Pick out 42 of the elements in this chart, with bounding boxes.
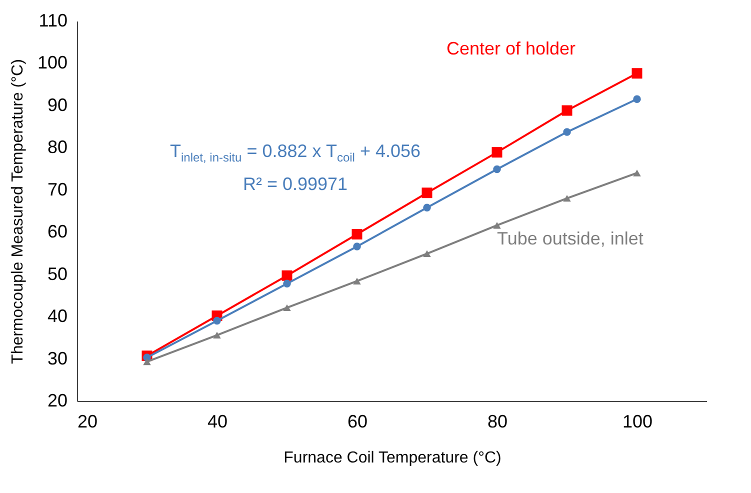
point: [492, 147, 502, 158]
x-tick-label: 100: [622, 412, 653, 432]
annotation: R² = 0.99971: [242, 172, 349, 196]
point: [283, 304, 291, 312]
point: [563, 194, 571, 202]
y-tick-label: 70: [47, 179, 68, 200]
annotation: T$_{inlet, in-situ}$ = 0.882 x T$_{coil}$ + 4.056: [170, 140, 421, 167]
x-tick-label: 40: [207, 412, 228, 432]
y-tick-label: 90: [47, 94, 68, 115]
text: Center of holder: [446, 38, 576, 58]
point: [213, 316, 221, 325]
point: [283, 280, 291, 288]
point: [213, 332, 221, 338]
x-tick-label: 80: [487, 412, 508, 432]
point: [143, 358, 151, 366]
point: [282, 270, 292, 281]
point: [563, 128, 571, 136]
y-tick-label: 50: [47, 264, 68, 284]
point: [493, 222, 501, 229]
y-tick-label: 30: [47, 348, 68, 368]
point: [632, 68, 642, 79]
point: [422, 188, 432, 198]
y-tick-label: 110: [38, 10, 68, 30]
point: [353, 278, 361, 284]
x-tick-label: 20: [78, 412, 98, 432]
y-tick-label: 20: [47, 390, 68, 410]
point: [562, 105, 572, 116]
y-tick-label: 40: [47, 306, 68, 326]
y-tick-label: 60: [47, 222, 68, 242]
y-tick-label: 80: [47, 137, 68, 158]
point: [352, 228, 362, 240]
series-label: Tube outside, inlet: [497, 228, 644, 248]
y-tick-label: 100: [37, 52, 68, 73]
y-axis-title: Thermocouple Measured Temperature (°C): [9, 59, 26, 364]
point: [633, 170, 641, 176]
x-axis-title: Furnace Coil Temperature (°C): [284, 450, 502, 466]
point: [423, 250, 431, 257]
point: [423, 204, 431, 212]
point: [353, 242, 361, 250]
point: [633, 95, 641, 103]
point: [493, 165, 501, 174]
x-tick-label: 60: [347, 412, 368, 432]
